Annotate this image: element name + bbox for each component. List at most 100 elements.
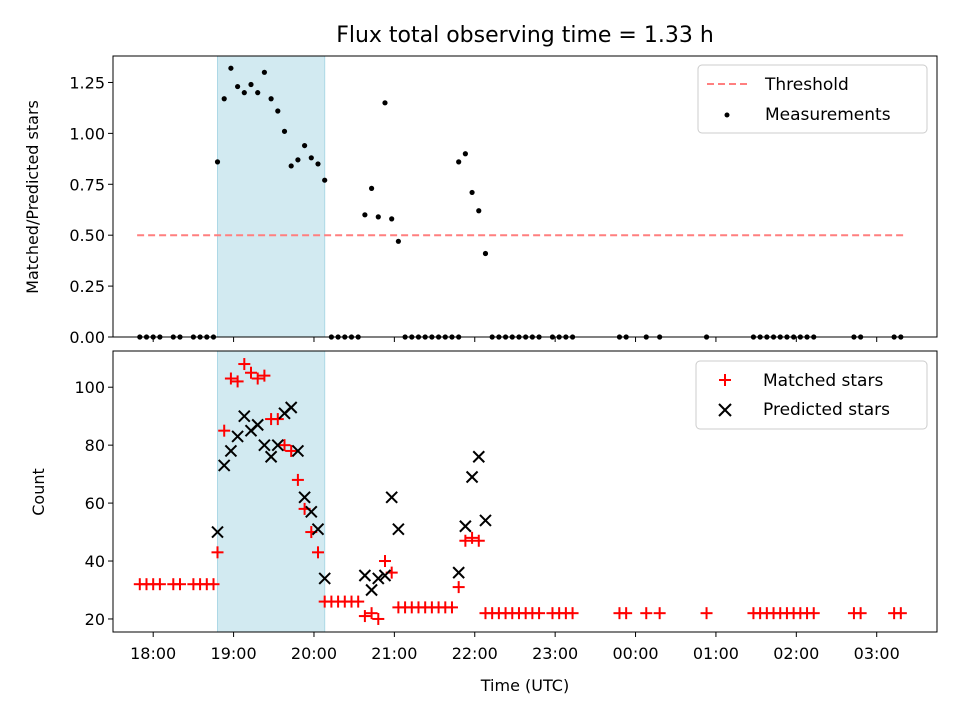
bottom-legend-box <box>695 360 928 430</box>
top-legend: Threshold Measurements <box>697 64 928 134</box>
matched-star-point <box>378 555 391 568</box>
chart-title: Flux total observing time = 1.33 h <box>336 23 714 48</box>
predicted-star-point <box>264 450 278 463</box>
matched-star-point <box>251 372 264 385</box>
matched-star-point <box>620 607 633 620</box>
measurement-point <box>368 185 375 191</box>
x-tick-label: 03:00 <box>854 644 900 663</box>
matched-star-point <box>271 413 284 426</box>
y-tick-label: 0.75 <box>69 175 105 194</box>
matched-star-point <box>291 473 304 486</box>
measurement-point <box>241 90 247 96</box>
measurement-point <box>375 214 381 220</box>
matched-star-point <box>807 607 820 620</box>
matched-star-point <box>211 546 224 559</box>
predicted-star-point <box>465 470 479 484</box>
predicted-star-point <box>284 401 298 414</box>
bottom-y-ticks: 20 40 60 80 100 <box>74 378 113 629</box>
measurement-point <box>281 128 288 134</box>
predicted-star-point <box>271 438 285 452</box>
predicted-star-point <box>258 438 271 452</box>
matched-star-point <box>358 610 371 623</box>
y-tick-label: 60 <box>85 494 105 513</box>
matched-star-point <box>153 578 166 591</box>
legend-measurements-swatch <box>724 112 730 118</box>
measurement-point <box>308 155 314 161</box>
matched-star-point <box>238 358 251 371</box>
bottom-axes-frame <box>112 350 938 633</box>
measurement-point <box>389 216 395 222</box>
predicted-star-point <box>452 566 465 579</box>
predicted-star-point <box>231 430 244 443</box>
measurement-point <box>214 159 221 165</box>
x-tick-label: 20:00 <box>291 644 337 663</box>
matched-star-point <box>533 607 546 620</box>
predicted-star-point <box>459 520 472 533</box>
predicted-star-point <box>238 409 251 423</box>
top-legend-box <box>697 64 928 134</box>
highlight-span-top <box>217 55 326 338</box>
matched-star-point <box>231 375 244 388</box>
x-tick-label: 02:00 <box>773 644 819 663</box>
matched-star-point <box>258 369 271 382</box>
matched-star-point <box>352 595 365 608</box>
measurement-point <box>456 159 462 165</box>
predicted-star-point <box>472 450 485 463</box>
predicted-star-point <box>211 525 224 539</box>
legend-matched-label: Matched stars <box>763 371 883 391</box>
highlight-span-bottom <box>217 350 326 633</box>
matched-star-point <box>640 607 653 620</box>
matched-star-point <box>466 531 479 544</box>
x-tick-label: 19:00 <box>211 644 257 663</box>
matched-star-point <box>372 612 385 625</box>
matched-star-point <box>278 439 291 452</box>
matched-star-point <box>700 607 713 620</box>
legend-predicted-label: Predicted stars <box>763 400 890 420</box>
measurement-point <box>469 189 475 196</box>
matched-star-point <box>365 607 378 620</box>
matched-star-point <box>218 424 231 437</box>
measurement-point <box>322 177 328 183</box>
bottom-x-ticks: 18:00 19:00 20:00 21:00 22:00 23:00 00:00 01:00… <box>130 632 900 663</box>
top-y-ticks: 0.00 0.25 0.50 0.75 1.00 1.25 <box>69 73 113 347</box>
x-tick-label: 22:00 <box>452 644 498 663</box>
x-tick-label: 21:00 <box>371 644 417 663</box>
measurement-point <box>462 151 468 157</box>
bottom-y-axis-label: Count <box>29 468 48 516</box>
x-tick-label: 23:00 <box>532 644 578 663</box>
matched-star-point <box>311 546 324 559</box>
y-tick-label: 100 <box>74 378 105 397</box>
x-tick-label: 00:00 <box>612 644 658 663</box>
measurement-point <box>476 208 482 214</box>
measurement-point <box>268 96 274 102</box>
predicted-star-point <box>392 522 405 536</box>
measurement-point <box>395 238 401 244</box>
predicted-star-point <box>224 444 238 458</box>
predicted-star-point <box>305 505 318 518</box>
y-tick-label: 0.25 <box>69 277 105 296</box>
matched-star-point <box>285 444 298 457</box>
predicted-star-point <box>311 522 325 536</box>
legend-matched-swatch <box>719 374 731 386</box>
count-points <box>133 358 907 625</box>
measurement-point <box>235 83 241 90</box>
matched-star-point <box>566 607 579 620</box>
legend-measurements-label: Measurements <box>765 105 891 125</box>
x-tick-label: 01:00 <box>693 644 739 663</box>
measurement-point <box>362 212 368 218</box>
measurement-point <box>228 65 234 71</box>
matched-star-point <box>207 578 220 591</box>
predicted-star-point <box>251 418 264 432</box>
predicted-star-point <box>358 569 372 582</box>
matched-star-point <box>224 372 237 385</box>
top-axes-frame <box>112 55 938 338</box>
measurement-point <box>315 161 321 167</box>
y-tick-label: 0.50 <box>69 226 105 245</box>
matched-star-point <box>452 581 465 594</box>
measurement-point <box>255 90 261 96</box>
measurement-point <box>295 157 301 163</box>
x-tick-label: 18:00 <box>130 644 176 663</box>
measurement-point <box>288 163 294 169</box>
y-tick-label: 80 <box>85 436 105 455</box>
